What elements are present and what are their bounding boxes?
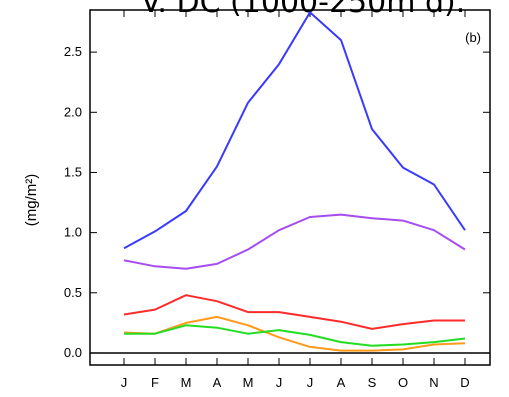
x-tick-label: A bbox=[213, 375, 222, 390]
x-tick-label: M bbox=[243, 375, 254, 390]
series-line-1 bbox=[123, 11, 466, 250]
series-lines bbox=[123, 11, 466, 352]
panel-label: (b) bbox=[465, 30, 481, 45]
x-tick-label: N bbox=[429, 375, 438, 390]
x-tick-label: J bbox=[307, 375, 314, 390]
y-tick-label: 1.0 bbox=[64, 225, 82, 240]
y-tick-label: 0.0 bbox=[64, 345, 82, 360]
y-tick-label: 2.0 bbox=[64, 104, 82, 119]
y-tick-label: 2.5 bbox=[64, 44, 82, 59]
y-tick-label: 1.5 bbox=[64, 164, 82, 179]
series-line-4 bbox=[123, 315, 466, 352]
x-tick-label: J bbox=[276, 375, 283, 390]
x-tick-label: J bbox=[121, 375, 128, 390]
y-tick-label: 0.5 bbox=[64, 285, 82, 300]
x-tick-label: S bbox=[368, 375, 377, 390]
series-line-2 bbox=[123, 213, 466, 270]
x-tick-label: F bbox=[151, 375, 159, 390]
y-axis-label: (mg/m²) bbox=[23, 174, 40, 227]
series-line-5 bbox=[124, 324, 466, 347]
series-line-3 bbox=[123, 294, 465, 330]
x-tick-label: M bbox=[181, 375, 192, 390]
x-tick-label: A bbox=[337, 375, 346, 390]
plot-frame bbox=[89, 9, 491, 366]
x-tick-label: O bbox=[398, 375, 408, 390]
x-tick-label: D bbox=[460, 375, 469, 390]
axis-ticks: 0.0 0.5 1.0 1.5 2.0 2.5 J F M A M J J A S O N D bbox=[64, 10, 490, 390]
